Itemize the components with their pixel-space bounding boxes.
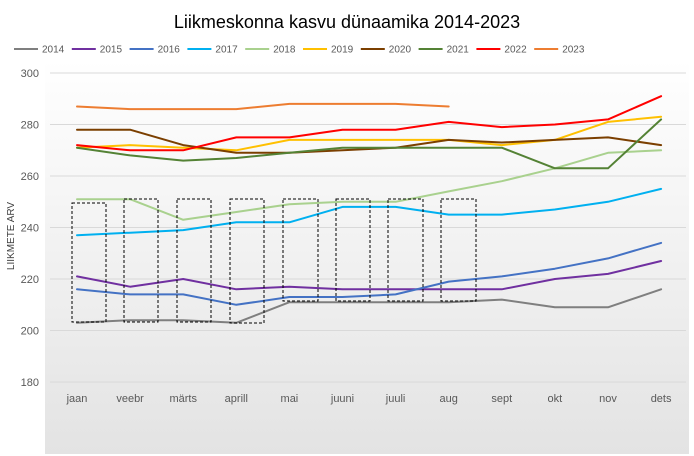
x-tick-label: sept	[491, 393, 512, 405]
legend-item-2015: 2015	[71, 45, 123, 56]
legend-label: 2018	[273, 45, 296, 56]
x-tick-label: okt	[548, 393, 563, 405]
dashed-box	[71, 202, 107, 323]
y-tick-label: 240	[21, 223, 39, 235]
legend-item-2023: 2023	[534, 45, 585, 56]
legend-label: 2022	[504, 45, 527, 56]
legend-item-2017: 2017	[187, 45, 238, 56]
x-tick-label: juuni	[330, 393, 354, 405]
legend-label: 2019	[331, 45, 354, 56]
x-axis-ticks: jaan veebr märts aprill mai juuni juuli aug sept…	[66, 393, 672, 405]
legend-label: 2015	[100, 45, 123, 56]
y-tick-label: 300	[21, 68, 39, 80]
x-tick-label: märts	[169, 393, 197, 405]
y-tick-label: 280	[21, 120, 39, 132]
dashed-box	[387, 198, 424, 302]
y-axis-ticks: 180 200 220 240 260 280 300	[21, 68, 39, 389]
legend-label: 2021	[447, 45, 470, 56]
y-tick-label: 260	[21, 171, 39, 183]
legend: 2014 2015 2016 2017 2018 2019 2020 2021 2022 2023	[14, 45, 585, 56]
x-tick-label: jaan	[66, 393, 88, 405]
dashed-highlight-boxes	[71, 198, 477, 324]
series-line-2021	[76, 118, 663, 170]
x-tick-label: dets	[651, 393, 672, 405]
series-line-2014	[76, 288, 663, 324]
series-line-2023	[76, 102, 450, 111]
series-line-2019	[76, 115, 663, 152]
y-axis-title: LIIKMETE ARV	[6, 202, 17, 271]
x-tick-label: aug	[440, 393, 458, 405]
legend-item-2022: 2022	[476, 45, 527, 56]
series-line-2022	[76, 95, 663, 152]
legend-item-2014: 2014	[14, 45, 65, 56]
legend-item-2021: 2021	[418, 45, 470, 56]
legend-item-2020: 2020	[360, 45, 412, 56]
series-line-2016	[76, 241, 663, 306]
dashed-box	[282, 198, 319, 302]
dashed-box	[335, 198, 371, 302]
legend-item-2019: 2019	[303, 45, 354, 56]
x-tick-label: veebr	[116, 393, 144, 405]
y-tick-label: 200	[21, 326, 39, 338]
x-tick-label: nov	[599, 393, 617, 405]
plot-area-background	[45, 60, 689, 454]
x-tick-label: juuli	[385, 393, 406, 405]
legend-label: 2020	[389, 45, 412, 56]
legend-label: 2014	[42, 45, 65, 56]
dashed-box	[440, 198, 477, 302]
x-tick-label: aprill	[225, 393, 248, 405]
legend-label: 2017	[215, 45, 238, 56]
legend-item-2016: 2016	[129, 45, 181, 56]
series-lines	[76, 95, 663, 324]
dashed-box	[229, 198, 265, 324]
dashed-box	[176, 198, 212, 323]
legend-label: 2016	[158, 45, 181, 56]
y-tick-label: 180	[21, 377, 39, 389]
gridlines	[50, 72, 686, 383]
legend-item-2018: 2018	[245, 45, 296, 56]
series-line-2018	[76, 149, 663, 221]
y-tick-label: 220	[21, 274, 39, 286]
series-line-2017	[76, 187, 663, 237]
x-tick-label: mai	[281, 393, 299, 405]
chart-title: Liikmeskonna kasvu dünaamika 2014-2023	[174, 12, 520, 32]
dashed-box	[123, 198, 159, 323]
series-line-2015	[76, 260, 663, 291]
series-line-2020	[76, 128, 663, 154]
legend-label: 2023	[562, 45, 585, 56]
